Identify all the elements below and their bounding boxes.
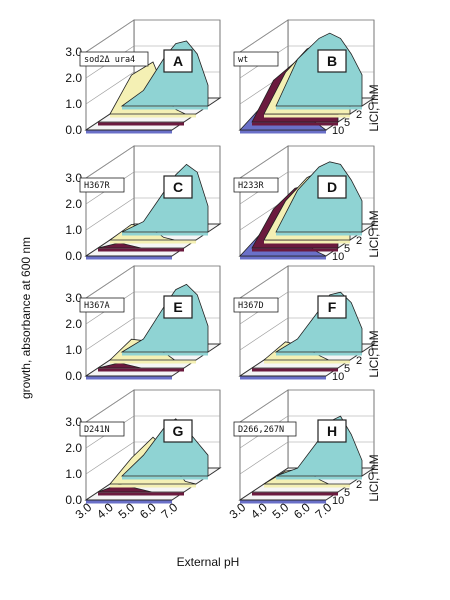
strain-label-box	[233, 421, 297, 437]
z-tick-label: 2	[356, 109, 362, 121]
gridline	[85, 441, 135, 475]
z-tick-label: 10	[332, 371, 344, 383]
y-tick-label: 0.0	[65, 249, 82, 263]
panel-letter-box	[163, 175, 193, 199]
gridline	[85, 19, 135, 53]
z-tick-label: 5	[344, 117, 350, 129]
panel-letter: E	[173, 299, 182, 315]
z-axis-label: LiCl, mM	[367, 330, 381, 377]
y-tick-label: 3.0	[65, 171, 82, 185]
z-tick-label: 5	[344, 363, 350, 375]
gridline	[239, 265, 289, 299]
z-axis-label: LiCl, mM	[367, 454, 381, 501]
panel-letter-box	[317, 49, 347, 73]
y-tick-label: 1.0	[65, 467, 82, 481]
z-tick-label: 2	[356, 235, 362, 247]
y-tick-label: 0.0	[65, 123, 82, 137]
panel-letter-box	[317, 295, 347, 319]
x-axis-label: External pH	[177, 555, 240, 569]
gridline	[85, 265, 135, 299]
z-tick-label: 0	[368, 227, 374, 239]
panel-letter-box	[317, 175, 347, 199]
series-5-area	[97, 362, 184, 369]
gridline	[85, 317, 135, 351]
y-tick-label: 1.0	[65, 343, 82, 357]
gridline	[239, 317, 289, 351]
strain-label-box	[79, 421, 125, 437]
strain-label: D266,267N	[238, 425, 284, 435]
z-tick-label: 5	[344, 243, 350, 255]
y-tick-label: 3.0	[65, 45, 82, 59]
strain-label: sod2Δ ura4	[84, 55, 135, 65]
z-tick-label: 0	[368, 471, 374, 483]
strain-label-box	[79, 51, 149, 67]
y-axis-label: growth, absorbance at 600 nm	[19, 237, 33, 399]
gridline	[239, 19, 289, 53]
panel-letter: A	[173, 53, 183, 69]
strain-label-box	[233, 177, 279, 193]
y-tick-label: 3.0	[65, 415, 82, 429]
z-tick-label: 10	[332, 495, 344, 507]
z-tick-label: 0	[368, 347, 374, 359]
strain-label: D241N	[84, 425, 110, 435]
strain-label: H367D	[238, 301, 264, 311]
series-5-area	[97, 242, 184, 249]
panel-letter: F	[328, 299, 337, 315]
z-axis-label: LiCl, mM	[367, 210, 381, 257]
z-tick-label: 5	[344, 487, 350, 499]
y-tick-label: 2.0	[65, 441, 82, 455]
panel-letter: D	[327, 179, 337, 195]
gridline	[239, 441, 289, 475]
y-tick-label: 3.0	[65, 291, 82, 305]
strain-label: H233R	[238, 181, 264, 191]
y-tick-label: 2.0	[65, 317, 82, 331]
gridline	[239, 389, 289, 423]
panel-letter: H	[327, 423, 337, 439]
panel-letter-box	[317, 419, 347, 443]
strain-label-box	[233, 51, 279, 67]
z-tick-label: 2	[356, 355, 362, 367]
y-tick-label: 0.0	[65, 369, 82, 383]
y-tick-label: 1.0	[65, 223, 82, 237]
z-tick-label: 0	[368, 101, 374, 113]
strain-label: H367A	[84, 301, 110, 311]
y-tick-label: 0.0	[65, 493, 82, 507]
panel-letter: G	[173, 423, 184, 439]
strain-label: wt	[238, 55, 248, 65]
panel-letter: C	[173, 179, 183, 195]
strain-label: H367R	[84, 181, 110, 191]
gridline	[85, 197, 135, 231]
strain-label-box	[79, 297, 125, 313]
z-tick-label: 2	[356, 479, 362, 491]
gridline	[85, 145, 135, 179]
strain-label-box	[79, 177, 125, 193]
strain-label-box	[233, 297, 279, 313]
z-axis-label: LiCl, mM	[367, 84, 381, 131]
z-tick-label: 10	[332, 251, 344, 263]
y-tick-label: 1.0	[65, 97, 82, 111]
panel-letter-box	[163, 419, 193, 443]
panel-letter-box	[163, 49, 193, 73]
y-tick-label: 2.0	[65, 71, 82, 85]
z-tick-label: 10	[332, 125, 344, 137]
gridline	[239, 145, 289, 179]
y-tick-label: 2.0	[65, 197, 82, 211]
panel-letter-box	[163, 295, 193, 319]
gridline	[85, 389, 135, 423]
panel-letter: B	[327, 53, 337, 69]
gridline	[85, 71, 135, 105]
